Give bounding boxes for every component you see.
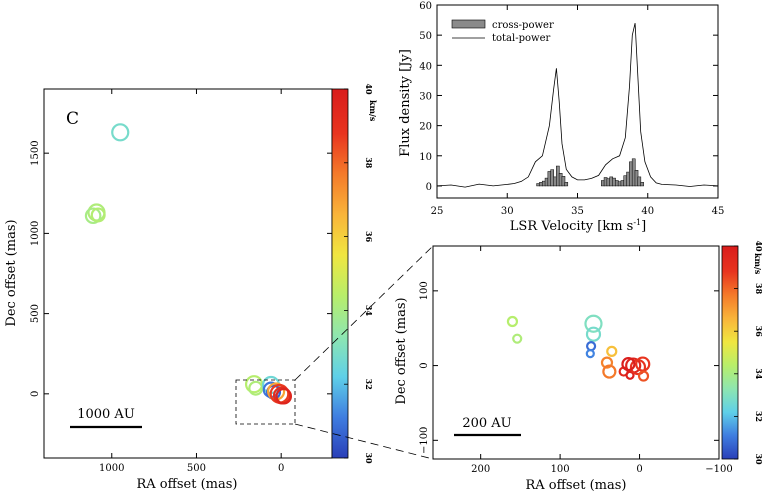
maser-spot <box>87 203 106 222</box>
total-power-line <box>436 23 719 188</box>
wide-map-points <box>84 123 293 405</box>
maser-spot <box>621 356 636 372</box>
colorbar-tick-label: 34 <box>364 305 374 317</box>
maser-spot <box>512 333 523 344</box>
colorbar-tick-label: 32 <box>754 411 763 422</box>
spectrum-x-axis-label: LSR Velocity [km s-1] <box>510 218 646 234</box>
panel-letter: C <box>66 109 79 129</box>
wide-scalebar-label: 1000 AU <box>77 407 135 422</box>
x-tick-label: −100 <box>705 464 732 475</box>
zoom-connector-top <box>294 245 434 381</box>
zoom-map-points <box>506 314 651 382</box>
wide-colorbar-unit: km/s <box>368 100 378 122</box>
y-tick-label: 0 <box>30 391 41 397</box>
wide-map-ticks: 1000 500 0 0 500 1000 1500 <box>30 89 332 474</box>
maser-spot <box>506 315 519 328</box>
zoom-map-panel: 200 100 0 −100 −100 0 100 200 AU RA offset (ma… <box>394 245 733 493</box>
legend-label-cross-power: cross-power <box>492 20 554 31</box>
wide-map-panel: 1000 500 0 0 500 1000 1500 C 1000 AU RA offset… <box>4 88 333 492</box>
spectrum-legend: cross-power total-power <box>451 19 554 44</box>
maser-spot <box>602 364 617 379</box>
spectrum-bars <box>536 158 644 187</box>
wide-x-axis-label: RA offset (mas) <box>137 477 238 492</box>
zoom-connector-bottom <box>294 423 434 460</box>
wide-y-axis-label: Dec offset (mas) <box>4 219 19 326</box>
x-tick-label: 100 <box>551 464 570 475</box>
cross-power-bar <box>561 176 566 187</box>
maser-spot <box>606 345 618 357</box>
x-tick-label: 200 <box>471 464 490 475</box>
y-tick-label: 10 <box>419 152 432 163</box>
maser-spot <box>585 326 602 342</box>
y-tick-label: 40 <box>419 61 432 72</box>
zoom-map-ticks: 200 100 0 −100 −100 0 100 <box>419 246 733 475</box>
zoom-scalebar-label: 200 AU <box>462 416 511 431</box>
colorbar-tick-label: 38 <box>754 283 763 295</box>
y-tick-label: 1000 <box>30 221 41 246</box>
legend-label-total-power: total-power <box>492 33 550 44</box>
y-tick-label: 500 <box>30 304 41 323</box>
colorbar-tick-label: 32 <box>364 379 374 390</box>
maser-spot <box>637 370 650 382</box>
maser-spot <box>248 380 264 396</box>
maser-spot <box>111 123 130 142</box>
zoom-colorbar-unit: km/s <box>753 253 763 275</box>
spectrum-ticks: 25 30 35 40 45 0 10 20 30 40 50 60 <box>419 1 724 217</box>
y-tick-label: 30 <box>419 91 432 102</box>
wide-colorbar-gradient <box>331 88 349 459</box>
spectrum-y-axis-label: Flux density [Jy] <box>398 49 413 157</box>
maser-spot <box>600 356 614 369</box>
x-tick-label: 0 <box>278 463 284 474</box>
x-tick-label: 1000 <box>99 463 124 474</box>
colorbar-tick-label: 34 <box>754 368 763 380</box>
zoom-x-axis-label: RA offset (mas) <box>526 478 627 493</box>
spectrum-panel: 25 30 35 40 45 0 10 20 30 40 50 60 cross-power tota… <box>398 1 724 234</box>
y-tick-label: 20 <box>419 122 432 133</box>
cross-power-bar <box>640 182 644 187</box>
y-tick-label: 1500 <box>30 140 41 165</box>
x-tick-label: 0 <box>636 464 642 475</box>
x-tick-label: 500 <box>187 463 206 474</box>
colorbar-tick-label: 40 <box>754 240 763 252</box>
zoom-colorbar-gradient <box>721 245 739 460</box>
colorbar-tick-label: 30 <box>364 452 374 464</box>
x-tick-label: 35 <box>571 206 584 217</box>
cross-power-bar <box>564 182 569 187</box>
colorbar-tick-label: 38 <box>364 157 374 169</box>
maser-spot <box>635 356 651 372</box>
colorbar-tick-label: 30 <box>754 453 763 465</box>
cross-power-bar <box>637 176 642 187</box>
x-tick-label: 45 <box>712 206 725 217</box>
x-tick-label: 30 <box>501 206 514 217</box>
colorbar-tick-label: 36 <box>364 231 374 243</box>
maser-spot <box>584 314 603 333</box>
maser-spot <box>90 207 106 223</box>
y-tick-label: −100 <box>419 427 430 454</box>
zoom-colorbar-ticks: 30 32 34 36 38 40 <box>734 240 763 465</box>
zoom-colorbar: 30 32 34 36 38 40 km/s <box>721 240 763 465</box>
y-tick-label: 50 <box>419 31 432 42</box>
zoom-y-axis-label: Dec offset (mas) <box>394 297 409 404</box>
colorbar-tick-label: 36 <box>754 326 763 338</box>
colorbar-tick-label: 40 <box>364 83 374 95</box>
wide-colorbar-ticks: 30 32 34 36 38 40 <box>344 83 374 464</box>
zoom-region-box <box>235 379 296 425</box>
zoom-map-frame <box>432 245 720 460</box>
y-tick-label: 60 <box>419 1 432 12</box>
wide-colorbar: 30 32 34 36 38 40 km/s <box>331 83 378 464</box>
y-tick-label: 0 <box>419 362 430 368</box>
maser-spot <box>275 387 293 405</box>
x-tick-label: 40 <box>641 206 654 217</box>
x-tick-label: 25 <box>431 206 444 217</box>
spectrum-frame <box>436 4 719 199</box>
maser-spot <box>585 349 595 359</box>
maser-spot <box>585 341 597 352</box>
legend-swatch-cross-power <box>451 19 486 29</box>
maser-spot <box>84 207 102 225</box>
y-tick-label: 0 <box>426 182 432 193</box>
y-tick-label: 100 <box>419 281 430 300</box>
